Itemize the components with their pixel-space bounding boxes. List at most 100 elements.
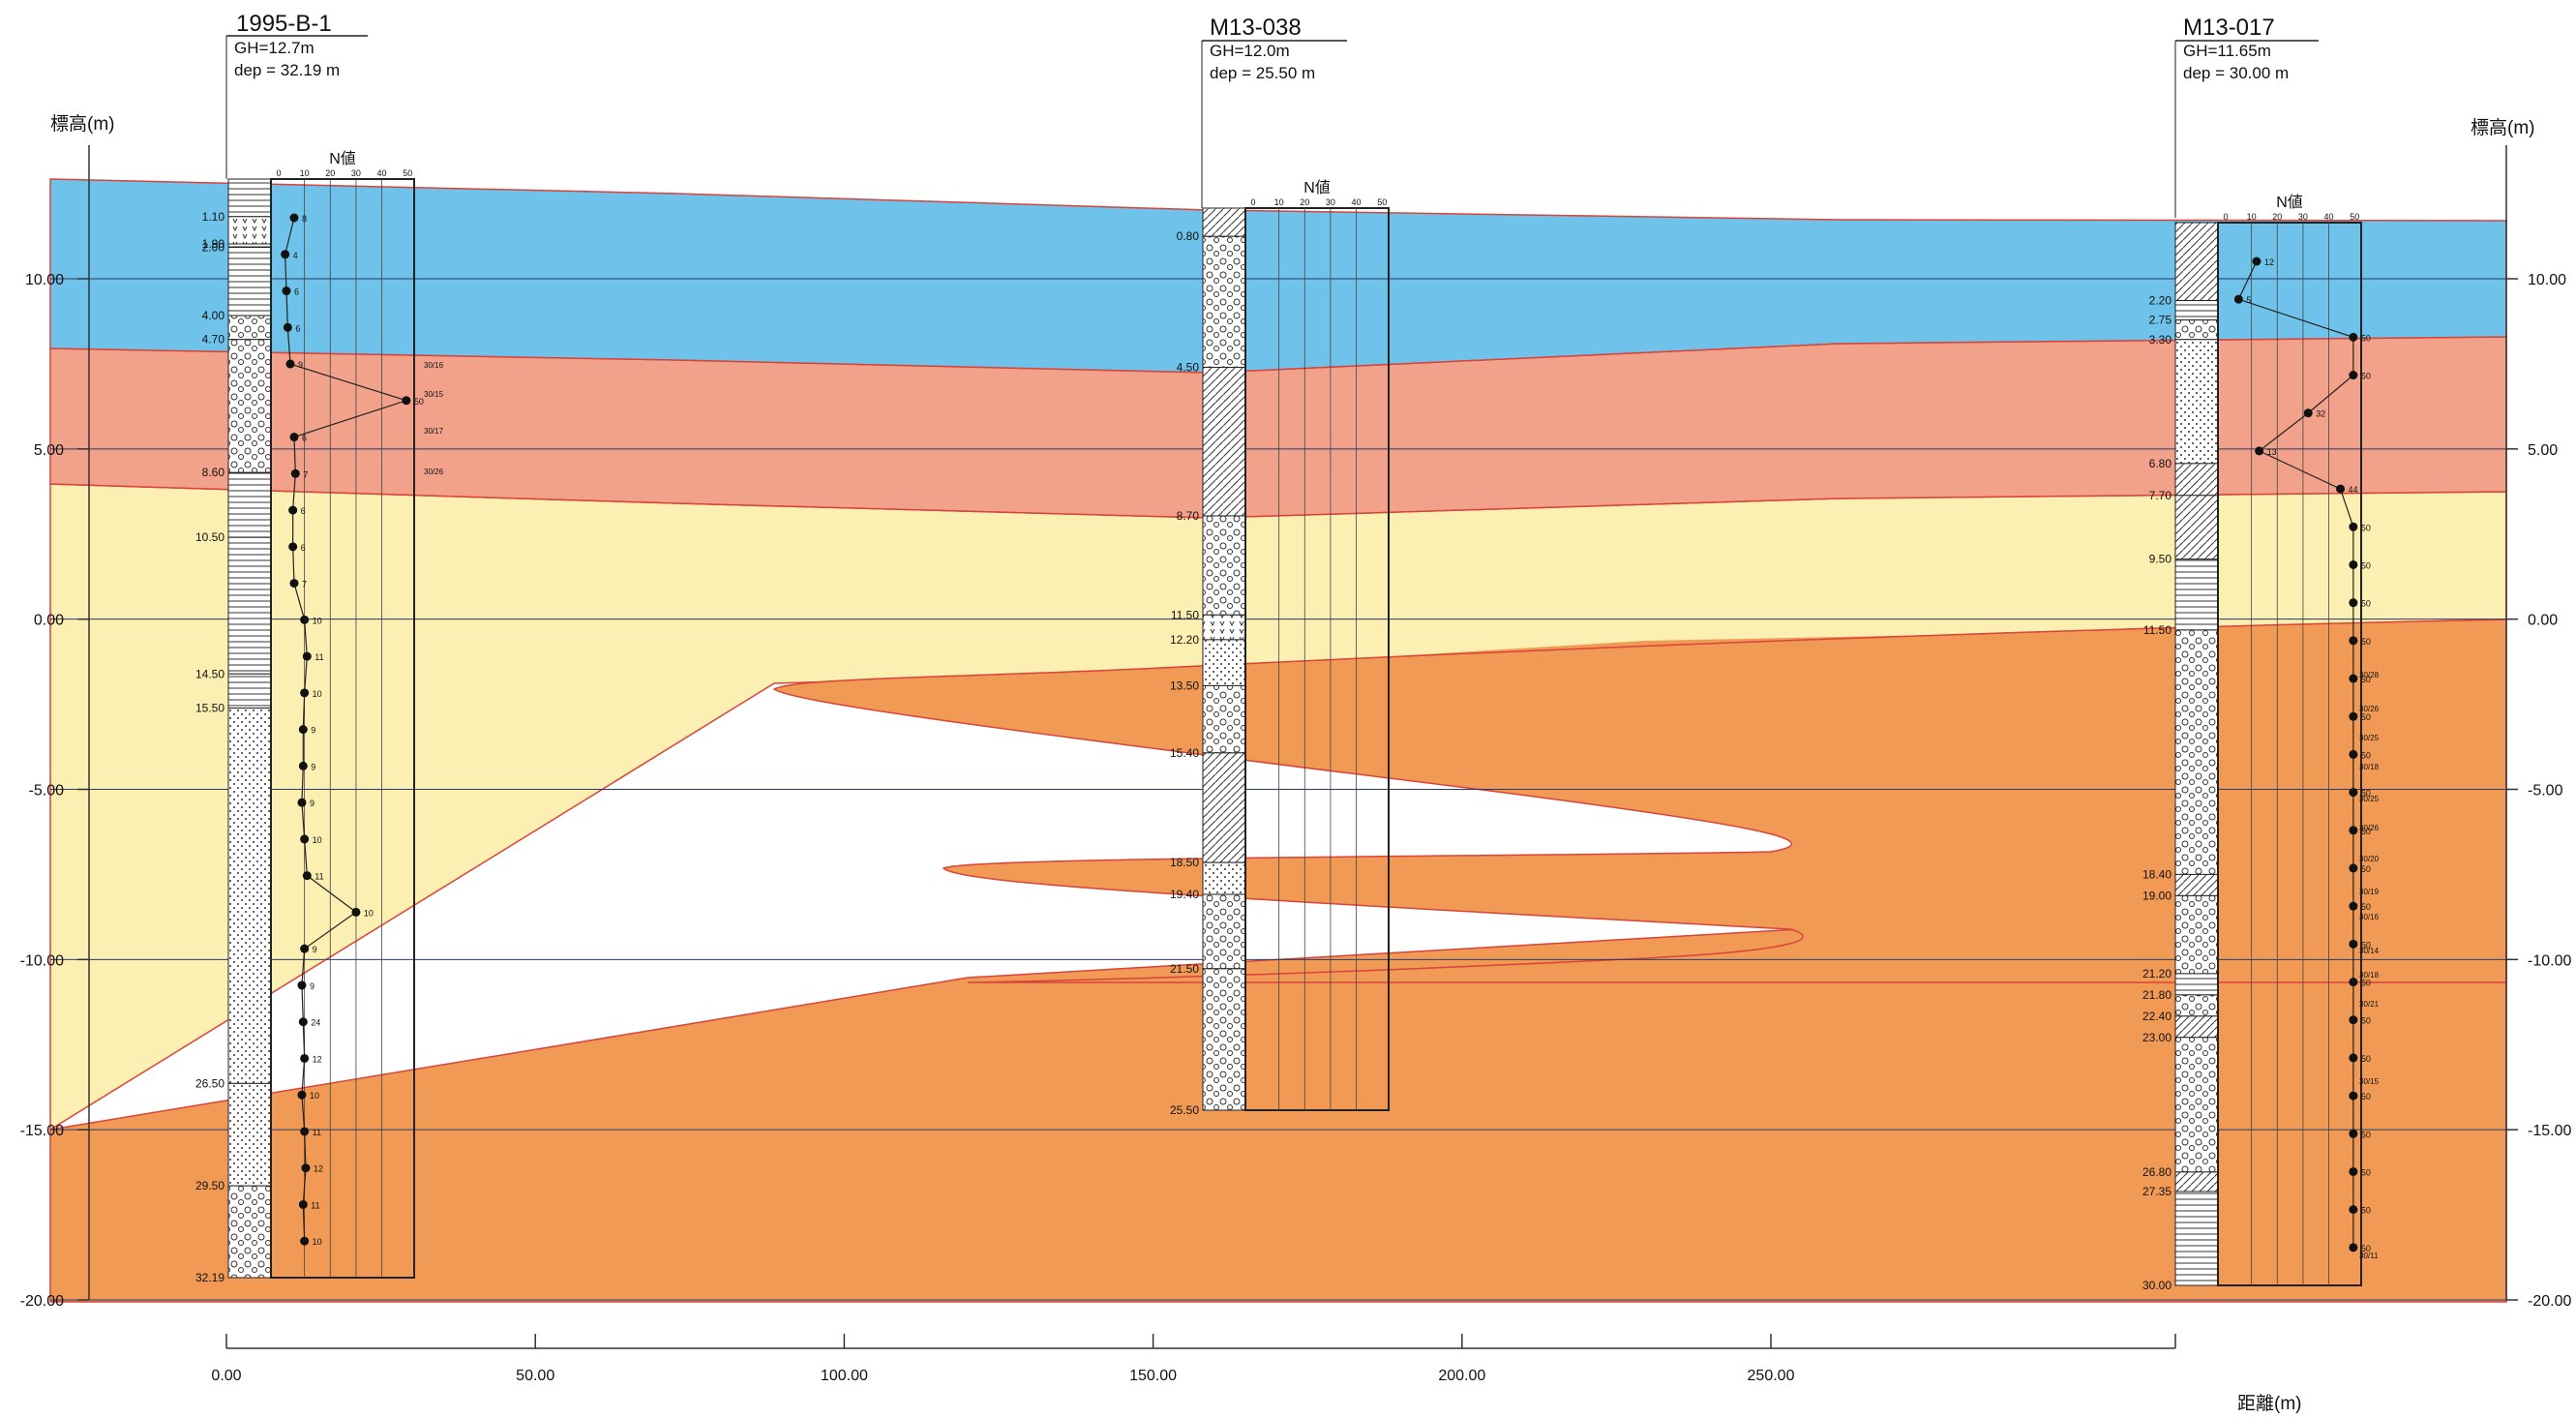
n-value-point	[2255, 446, 2264, 456]
depth-label: 22.40	[2142, 1010, 2172, 1023]
borehole-headers: 1995-B-1 GH=12.7m dep = 32.19 m M13-038 …	[225, 11, 2319, 218]
depth-label: 4.00	[202, 309, 225, 322]
depth-label: 18.40	[2142, 867, 2172, 881]
penetration-label: 30/18	[2359, 971, 2380, 980]
n-scale-label: 20	[1300, 197, 1309, 207]
n-value-label: 11	[313, 1128, 321, 1137]
depth-label: 1.10	[202, 210, 225, 224]
n-value-label: 50	[414, 397, 424, 407]
depth-label: 6.80	[2149, 457, 2172, 470]
depth-label: 14.50	[195, 667, 225, 680]
depth-label: 12.20	[1170, 633, 1199, 647]
n-value-panel	[1244, 207, 1390, 1111]
header-M13-017: M13-017 GH=11.65m dep = 30.00 m	[2174, 15, 2319, 218]
n-value-point	[2336, 484, 2346, 494]
n-value-point	[288, 505, 298, 515]
header-1995-B-1: 1995-B-1 GH=12.7m dep = 32.19 m	[225, 11, 368, 179]
y-tick-label-left: -10.00	[20, 952, 64, 969]
soil-interval	[2174, 300, 2219, 321]
left-axis-title: 標高(m)	[50, 113, 114, 135]
n-value-point	[298, 761, 308, 770]
n-value-label: 10	[313, 835, 322, 845]
axes: 10.00 10.00 5.00 5.00 0.00 0.00 -5.00 -5.00 -10.…	[20, 145, 2571, 1384]
n-value-label: 50	[2361, 979, 2371, 988]
depth-label: 18.50	[1170, 856, 1199, 869]
y-tick-label-right: -5.00	[2528, 783, 2563, 800]
soil-interval	[2174, 339, 2219, 465]
n-scale-label: 30	[1326, 197, 1335, 207]
n-value-label: 9	[298, 360, 303, 370]
y-tick-label-right: -20.00	[2528, 1293, 2571, 1310]
n-value-label: 50	[2361, 1092, 2371, 1101]
n-value-point	[301, 1163, 311, 1173]
n-value-label: 7	[303, 469, 308, 479]
borehole-gh: GH=12.0m	[1210, 42, 1290, 60]
n-value-label: 50	[2361, 789, 2371, 799]
n-value-title: N値	[1303, 179, 1331, 196]
soil-interval	[227, 1185, 272, 1279]
depth-label: 27.35	[2142, 1185, 2172, 1198]
n-value-label: 11	[311, 1200, 319, 1210]
x-tick-label: 250.00	[1748, 1368, 1795, 1384]
depth-label: 10.50	[195, 530, 225, 544]
n-value-point	[300, 615, 310, 624]
n-value-title: N値	[329, 150, 356, 167]
n-value-panel	[2217, 222, 2362, 1286]
n-value-point	[289, 579, 299, 588]
y-tick-label-right: 10.00	[2528, 272, 2566, 288]
x-tick-label: 50.00	[516, 1368, 554, 1384]
soil-interval	[2174, 222, 2219, 302]
n-value-point	[2349, 1129, 2358, 1138]
depth-label: 19.40	[1170, 888, 1199, 901]
n-value-label: 10	[310, 1091, 319, 1101]
penetration-label: 30/26	[2359, 824, 2380, 832]
x-tick-label: 150.00	[1129, 1368, 1177, 1384]
depth-label: 2.75	[2149, 314, 2172, 327]
n-value-point	[2349, 559, 2358, 569]
n-value-point	[288, 542, 298, 552]
n-value-label: 50	[2361, 1206, 2371, 1216]
depth-label: 26.80	[2142, 1165, 2172, 1179]
depth-label: 21.80	[2142, 988, 2172, 1002]
n-value-label: 50	[2361, 864, 2371, 874]
soil-interval	[2174, 1037, 2219, 1173]
n-value-label: 50	[2361, 712, 2371, 722]
n-value-label: 50	[2361, 333, 2371, 343]
n-value-label: 50	[2361, 1167, 2371, 1177]
n-value-point	[300, 1127, 310, 1136]
elevation-gridlines	[50, 278, 2506, 1301]
n-value-label: 12	[313, 1054, 322, 1064]
n-value-point	[2349, 901, 2358, 911]
n-value-label: 50	[2361, 560, 2371, 570]
soil-interval	[1202, 235, 1246, 368]
depth-label: 8.60	[202, 466, 225, 479]
n-value-title: N値	[2276, 194, 2303, 211]
penetration-label: 30/21	[2359, 1000, 2380, 1009]
penetration-label: 30/14	[2359, 947, 2380, 955]
borehole-name: M13-017	[2183, 15, 2275, 41]
n-value-point	[300, 944, 310, 953]
n-scale-label: 40	[2324, 212, 2334, 222]
soil-interval	[227, 536, 272, 675]
soil-interval	[2174, 629, 2219, 875]
penetration-label: 30/26	[2359, 705, 2380, 713]
n-value-point	[2349, 711, 2358, 721]
n-value-label: 50	[2361, 750, 2371, 760]
n-value-point	[2349, 674, 2358, 683]
n-value-point	[2349, 978, 2358, 987]
borehole-gh: GH=11.65m	[2183, 42, 2271, 60]
n-value-point	[290, 468, 300, 478]
x-tick-label: 0.00	[211, 1368, 241, 1384]
depth-label: 19.00	[2142, 889, 2172, 902]
penetration-label: 30/18	[2359, 763, 2380, 771]
n-value-label: 50	[2361, 1054, 2371, 1064]
borehole-M13-017: 2.20 2.75 3.30 6.80 7.70 9.50 11.50 18.40 19.00 2…	[2142, 194, 2371, 1292]
soil-interval	[1202, 893, 1246, 970]
n-value-label: 11	[315, 872, 323, 882]
n-value-label: 50	[2361, 1130, 2371, 1139]
n-scale-label: 20	[325, 168, 335, 178]
n-value-point	[2349, 598, 2358, 608]
y-tick-label-left: -5.00	[29, 783, 65, 800]
n-value-label: 6	[295, 323, 300, 333]
